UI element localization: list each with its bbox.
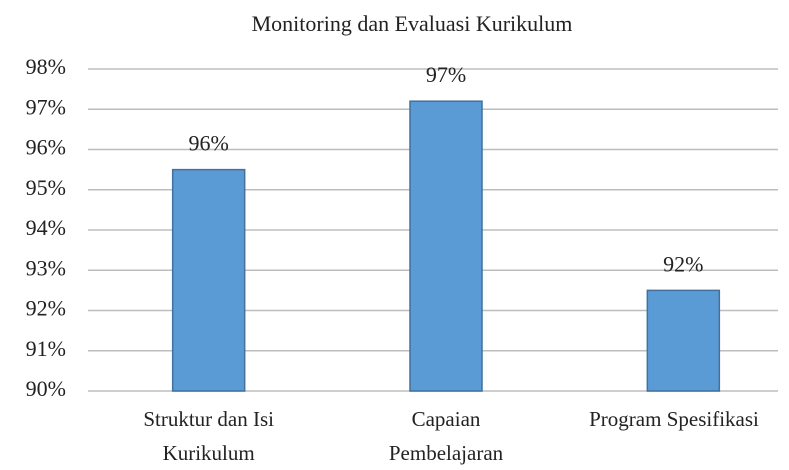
y-tick-label: 93%: [26, 255, 66, 280]
bar: [409, 100, 483, 392]
data-label: 92%: [663, 251, 703, 276]
y-tick-label: 90%: [26, 376, 66, 401]
x-tick-label: Struktur dan Isi Kurikulum: [143, 407, 274, 465]
data-label: 97%: [426, 62, 466, 87]
x-tick-label: Capaian Pembelajaran: [388, 407, 504, 465]
y-tick-label: 98%: [26, 54, 66, 79]
y-tick-label: 96%: [26, 135, 66, 160]
bar: [646, 289, 721, 392]
data-label: 96%: [189, 131, 229, 156]
y-tick-label: 92%: [26, 296, 66, 321]
x-tick-label: Program Spesifikasi: [589, 407, 759, 431]
bar: [171, 168, 246, 392]
y-tick-label: 94%: [26, 215, 66, 240]
chart-title: Monitoring dan Evaluasi Kurikulum: [252, 11, 573, 36]
y-tick-label: 97%: [26, 94, 66, 119]
y-tick-label: 91%: [26, 336, 66, 361]
y-tick-label: 95%: [26, 175, 66, 200]
